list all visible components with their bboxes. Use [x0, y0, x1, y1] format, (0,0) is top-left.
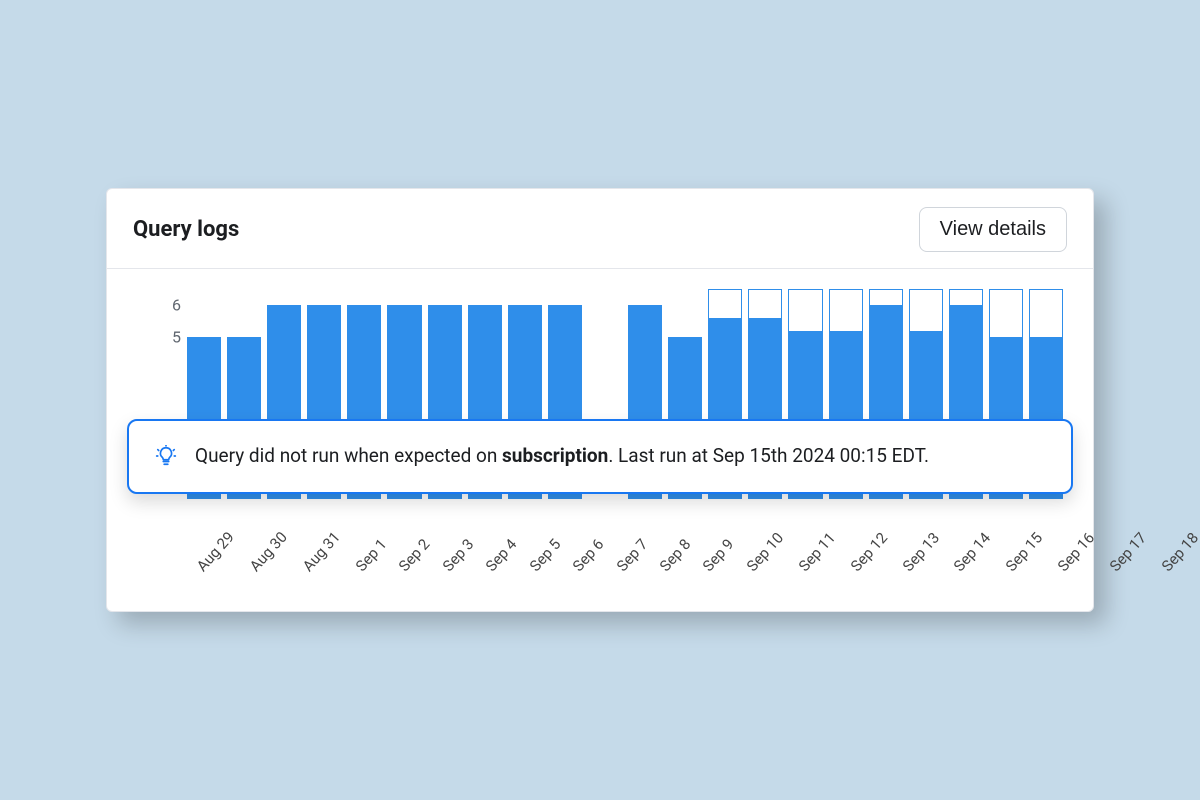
alert-text-suffix: . Last run at Sep 15th 2024 00:15 EDT.	[608, 444, 929, 467]
chart-area: 6 5 Query did not run when expected on su…	[107, 269, 1093, 611]
x-axis-label: Sep 13	[899, 529, 943, 575]
x-axis-label: Sep 10	[743, 529, 787, 575]
view-details-button[interactable]: View details	[919, 207, 1067, 252]
alert-text-bold: subscription	[502, 444, 608, 467]
query-logs-card: Query logs View details 6 5	[106, 188, 1094, 612]
lightbulb-icon	[155, 445, 177, 467]
x-axis-label: Sep 16	[1054, 529, 1098, 575]
x-axis-label: Sep 17	[1106, 529, 1150, 575]
x-axis-label: Sep 15	[1002, 529, 1046, 575]
y-tick: 5	[172, 328, 181, 347]
x-axis-label: Aug 30	[246, 528, 291, 575]
x-axis-label: Sep 1	[352, 535, 390, 575]
card-header: Query logs View details	[107, 189, 1093, 269]
x-axis-label: Sep 18	[1158, 529, 1200, 575]
card-title: Query logs	[133, 217, 239, 242]
x-axis-label: Sep 12	[847, 529, 891, 575]
y-tick: 6	[172, 296, 181, 315]
x-axis-label: Sep 4	[482, 535, 520, 575]
x-axis-label: Sep 3	[439, 535, 477, 575]
x-axis-label: Sep 11	[795, 529, 839, 575]
x-axis-label: Aug 29	[193, 528, 238, 575]
alert-banner: Query did not run when expected on subsc…	[127, 419, 1073, 494]
alert-text-prefix: Query did not run when expected on	[195, 444, 502, 467]
x-axis-label: Aug 31	[299, 528, 344, 575]
x-axis-label: Sep 5	[526, 535, 564, 575]
x-axis-label: Sep 7	[613, 535, 651, 575]
x-axis-label: Sep 8	[656, 535, 694, 575]
x-axis-label: Sep 6	[569, 535, 607, 575]
x-axis-label: Sep 14	[950, 529, 994, 575]
alert-text: Query did not run when expected on subsc…	[195, 443, 929, 470]
x-axis-label: Sep 9	[699, 535, 737, 575]
x-axis-label: Sep 2	[395, 535, 433, 575]
x-axis-labels: Aug 29Aug 30Aug 31Sep 1Sep 2Sep 3Sep 4Se…	[187, 499, 1063, 581]
